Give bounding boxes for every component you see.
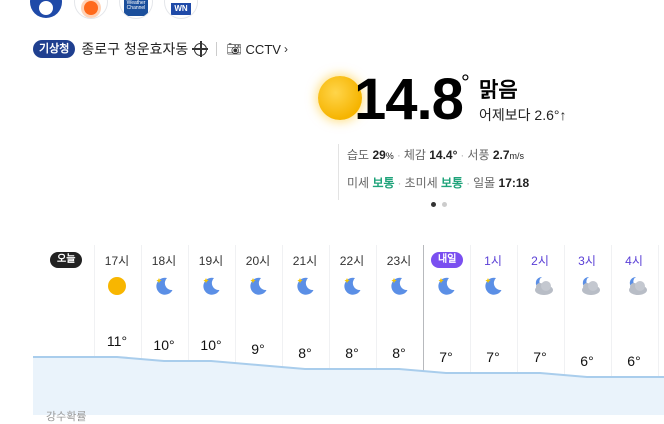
chevron-right-icon[interactable]: ›	[283, 42, 288, 56]
cloudy-night-icon	[623, 275, 647, 297]
today-badge: 오늘	[50, 252, 83, 268]
tomorrow-badge: 내일	[431, 252, 464, 268]
sun-icon	[318, 76, 362, 120]
hour-label: 21시	[292, 254, 318, 268]
temperature-chart	[33, 356, 664, 415]
details-row-2: 미세 보통 · 초미세 보통 · 일몰 17:18	[347, 172, 577, 200]
hour-label: 19시	[198, 254, 224, 268]
locate-icon[interactable]	[192, 40, 209, 57]
feels-like-value: 14.4°	[429, 148, 458, 162]
kma-logo[interactable]	[30, 0, 62, 18]
pager-dot-active[interactable]	[431, 202, 436, 207]
hour-label: 4시	[625, 254, 643, 268]
column-divider	[234, 245, 236, 415]
moon-icon	[388, 275, 410, 297]
cloudy-night-icon	[529, 275, 553, 297]
fine-dust-label: 초미세	[404, 176, 438, 190]
degree-symbol: °	[461, 70, 470, 95]
precipitation-label: 강수확률	[46, 411, 87, 423]
column-divider	[140, 245, 142, 415]
hour-label: 18시	[151, 254, 177, 268]
wind-unit: m/s	[509, 151, 525, 161]
moon-icon	[294, 275, 316, 297]
current-temperature: 14.8	[354, 67, 464, 132]
feels-like-label: 체감	[403, 148, 426, 162]
column-divider	[187, 245, 189, 415]
moon-icon	[153, 275, 175, 297]
cloudy-night-icon	[576, 275, 600, 297]
hour-temperature: 8°	[345, 345, 359, 361]
hour-label: 23시	[386, 254, 412, 268]
hour-label: 1시	[484, 254, 502, 268]
provider-logos: Weather Channel WN	[30, 0, 197, 18]
pager-dot[interactable]	[442, 202, 447, 207]
moon-icon	[435, 275, 457, 297]
sun-logo[interactable]	[75, 0, 107, 18]
weather-details: 습도 29% · 체감 14.4° · 서풍 2.7m/s 미세 보통 · 초미세 보통 · 일…	[338, 144, 577, 200]
compare-yesterday: 어제보다 2.6°↑	[479, 107, 567, 123]
hour-temperature: 10°	[153, 337, 175, 353]
dust-label: 미세	[347, 176, 370, 190]
separator-dot: ·	[466, 176, 471, 190]
carousel-pager	[431, 202, 447, 207]
column-divider	[516, 245, 518, 415]
source-badge[interactable]: 기상청	[33, 40, 76, 58]
moon-icon	[482, 275, 504, 297]
cctv-link[interactable]: CCTV	[245, 41, 281, 57]
hour-temperature: 9°	[251, 341, 265, 357]
weather-condition: 맑음	[479, 79, 518, 102]
hour-label: 17시	[104, 254, 130, 268]
hour-label: 2시	[531, 254, 549, 268]
temperature-area	[33, 357, 664, 415]
details-row-1: 습도 29% · 체감 14.4° · 서풍 2.7m/s	[347, 144, 577, 172]
moon-icon	[341, 275, 363, 297]
column-divider	[563, 245, 565, 415]
separator-dot: ·	[460, 148, 465, 162]
location-row: 기상청 종로구 청운효자동 📷︎ CCTV ›	[33, 38, 288, 60]
column-divider	[657, 245, 659, 415]
hour-label: 22시	[339, 254, 365, 268]
day-divider	[422, 245, 424, 415]
dust-value: 보통	[372, 176, 395, 190]
hour-temperature: 7°	[533, 349, 547, 365]
moon-icon	[200, 275, 222, 297]
hour-temperature: 8°	[392, 345, 406, 361]
hour-temperature: 7°	[439, 349, 453, 365]
fine-dust-value: 보통	[441, 176, 464, 190]
column-divider	[610, 245, 612, 415]
hour-temperature: 11°	[106, 333, 128, 349]
column-divider	[375, 245, 377, 415]
column-divider	[328, 245, 330, 415]
humidity-value: 29	[372, 148, 386, 162]
column-divider	[281, 245, 283, 415]
wind-value: 2.7	[492, 148, 510, 162]
weather-channel-logo[interactable]: Weather Channel	[120, 0, 152, 18]
hour-label: 3시	[578, 254, 596, 268]
divider	[216, 42, 218, 56]
hour-label: 20시	[245, 254, 271, 268]
sun-icon	[106, 275, 128, 297]
hour-temperature: 7°	[486, 349, 500, 365]
hourly-forecast: 오늘 내일 강수확률 17시 11° 18시 10° 19시 10° 20시 9° 21시 8° 2…	[0, 245, 664, 423]
wind-label: 서풍	[467, 148, 490, 162]
moon-icon	[247, 275, 269, 297]
separator-dot: ·	[396, 148, 401, 162]
separator-dot: ·	[397, 176, 402, 190]
humidity-unit: %	[385, 151, 394, 161]
column-divider	[93, 245, 95, 415]
hour-temperature: 6°	[580, 353, 594, 369]
location-name[interactable]: 종로구 청운효자동	[81, 41, 189, 57]
column-divider	[469, 245, 471, 415]
hour-temperature: 8°	[298, 345, 312, 361]
hour-temperature: 10°	[200, 337, 222, 353]
weathernews-logo[interactable]: WN	[165, 0, 197, 18]
humidity-label: 습도	[347, 148, 370, 162]
sunset-label: 일몰	[473, 176, 496, 190]
hour-temperature: 6°	[627, 353, 641, 369]
temperature-line	[33, 356, 664, 378]
sunset-value: 17:18	[498, 176, 530, 190]
cctv-camera-icon[interactable]: 📷︎	[226, 42, 242, 56]
